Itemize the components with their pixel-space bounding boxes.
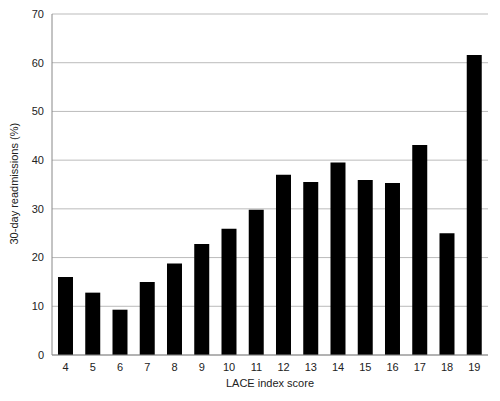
svg-text:0: 0 [38, 349, 44, 361]
svg-text:50: 50 [32, 105, 44, 117]
svg-text:30-day readmissions (%): 30-day readmissions (%) [8, 123, 20, 245]
svg-text:19: 19 [468, 361, 480, 373]
svg-text:5: 5 [90, 361, 96, 373]
svg-text:8: 8 [172, 361, 178, 373]
svg-text:4: 4 [63, 361, 69, 373]
svg-text:20: 20 [32, 251, 44, 263]
svg-text:13: 13 [305, 361, 317, 373]
svg-text:17: 17 [414, 361, 426, 373]
svg-text:LACE index score: LACE index score [226, 377, 314, 389]
svg-text:40: 40 [32, 154, 44, 166]
svg-text:10: 10 [223, 361, 235, 373]
svg-text:60: 60 [32, 57, 44, 69]
svg-text:9: 9 [199, 361, 205, 373]
svg-text:14: 14 [332, 361, 344, 373]
svg-text:18: 18 [441, 361, 453, 373]
svg-text:30: 30 [32, 203, 44, 215]
svg-text:10: 10 [32, 300, 44, 312]
svg-text:11: 11 [251, 361, 262, 373]
svg-text:6: 6 [117, 361, 123, 373]
svg-text:15: 15 [359, 361, 371, 373]
svg-text:16: 16 [387, 361, 399, 373]
svg-text:70: 70 [32, 8, 44, 20]
svg-text:7: 7 [144, 361, 150, 373]
svg-text:12: 12 [278, 361, 290, 373]
